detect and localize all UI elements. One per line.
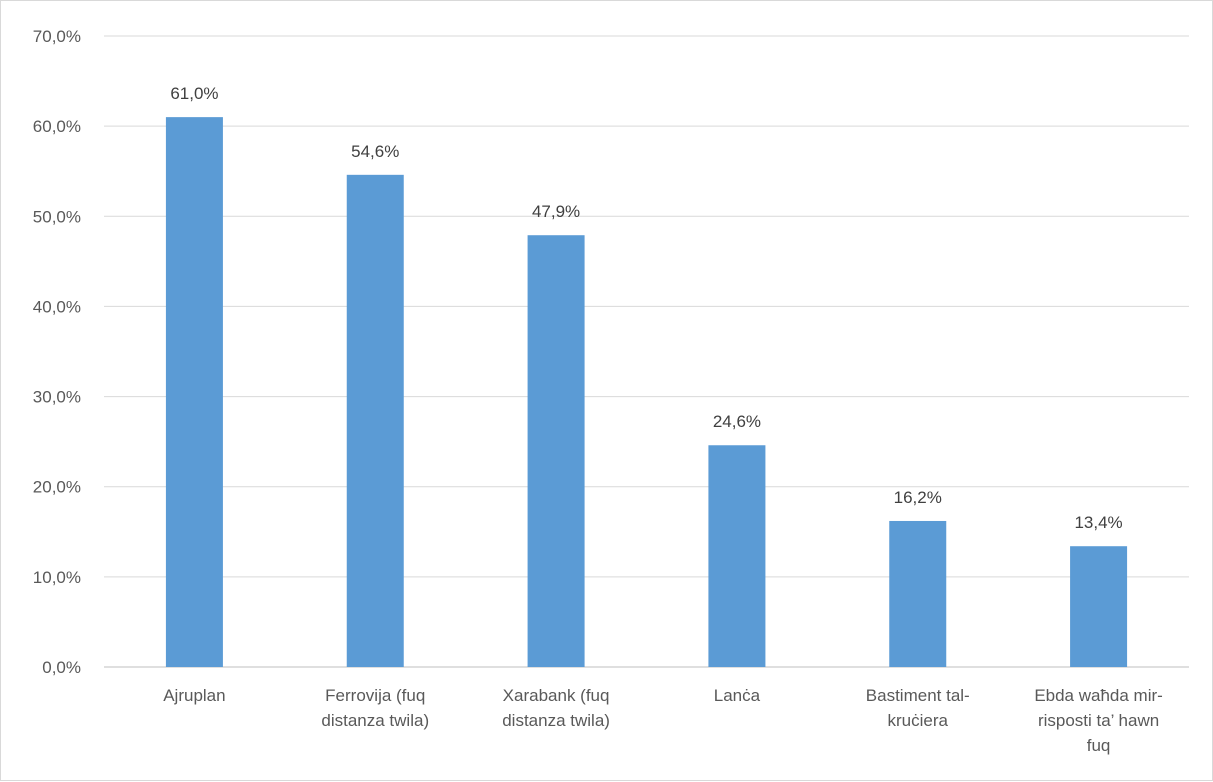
y-tick-label: 30,0%: [33, 388, 81, 407]
y-tick-label: 40,0%: [33, 297, 81, 316]
y-tick-label: 50,0%: [33, 207, 81, 226]
y-tick-label: 60,0%: [33, 117, 81, 136]
data-label: 47,9%: [532, 202, 580, 221]
y-tick-label: 20,0%: [33, 478, 81, 497]
data-label: 54,6%: [351, 142, 399, 161]
bar: [1070, 546, 1128, 667]
bar: [708, 445, 766, 667]
category-label: Lanċa: [714, 686, 761, 705]
category-label: Ferrovija (fuq: [325, 686, 425, 705]
data-label: 24,6%: [713, 412, 761, 431]
bar: [889, 520, 947, 667]
y-tick-label: 10,0%: [33, 568, 81, 587]
category-label: Ebda waħda mir-: [1034, 686, 1163, 705]
category-label: risposti ta’ hawn: [1038, 711, 1159, 730]
data-label: 61,0%: [170, 84, 218, 103]
y-tick-label: 0,0%: [42, 658, 81, 677]
category-label: Ajruplan: [163, 686, 225, 705]
bar: [165, 117, 223, 668]
bar: [346, 174, 404, 667]
category-label: Bastiment tal-: [866, 686, 970, 705]
bar: [527, 235, 585, 668]
data-label: 13,4%: [1074, 513, 1122, 532]
category-label: fuq: [1087, 736, 1111, 755]
y-tick-label: 70,0%: [33, 27, 81, 46]
data-label: 16,2%: [894, 488, 942, 507]
category-label: Xarabank (fuq: [503, 686, 610, 705]
category-label: distanza twila): [321, 711, 429, 730]
category-label: kruċiera: [888, 711, 949, 730]
category-label: distanza twila): [502, 711, 610, 730]
